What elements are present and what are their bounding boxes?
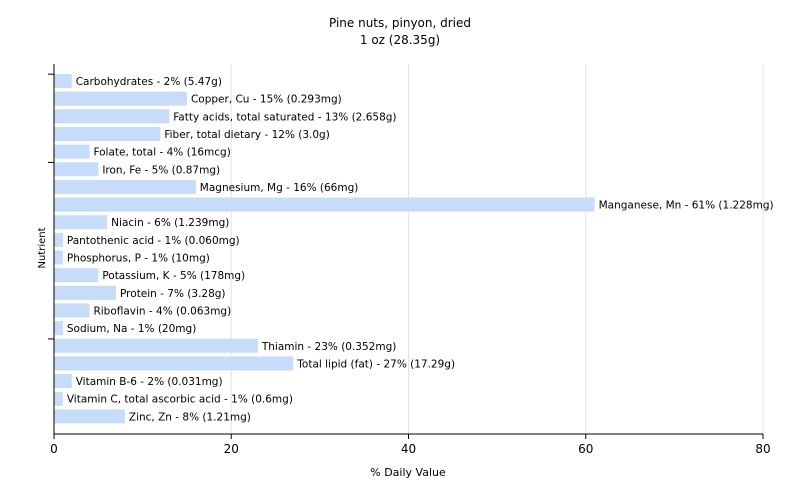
bar-labels: Carbohydrates - 2% (5.47g) Copper, Cu - 1… — [67, 76, 774, 423]
bar — [54, 179, 196, 194]
bar — [54, 109, 170, 124]
bar — [54, 321, 63, 336]
bar — [54, 232, 63, 247]
bar-label: Sodium, Na - 1% (20mg) — [67, 323, 196, 335]
bar — [54, 144, 90, 159]
bar-label: Iron, Fe - 5% (0.87mg) — [102, 164, 220, 176]
bar-label: Vitamin B-6 - 2% (0.031mg) — [76, 376, 223, 388]
bar — [54, 215, 108, 230]
bar-label: Copper, Cu - 15% (0.293mg) — [191, 94, 342, 106]
bar-label: Zinc, Zn - 8% (1.21mg) — [129, 411, 251, 423]
bar-label: Folate, total - 4% (16mcg) — [93, 147, 230, 159]
bar — [54, 285, 117, 300]
bar-label: Riboflavin - 4% (0.063mg) — [93, 305, 231, 317]
bar — [54, 409, 125, 424]
bar-label: Magnesium, Mg - 16% (66mg) — [200, 182, 359, 194]
x-ticks: 0 20 40 60 80 — [50, 434, 771, 456]
bar — [54, 374, 72, 389]
chart-title: Pine nuts, pinyon, dried — [329, 16, 471, 30]
chart-subtitle: 1 oz (28.35g) — [360, 33, 440, 47]
bar-label: Pantothenic acid - 1% (0.060mg) — [67, 235, 240, 247]
x-tick-label: 80 — [755, 442, 770, 456]
grid-lines — [230, 64, 764, 434]
bar — [54, 91, 187, 106]
bar — [54, 250, 63, 265]
bar — [54, 162, 99, 177]
bars — [54, 74, 595, 424]
bar-label: Thiamin - 23% (0.352mg) — [261, 341, 397, 353]
y-axis-label: Nutrient — [37, 227, 48, 268]
bar — [54, 74, 72, 88]
bar-label: Phosphorus, P - 1% (10mg) — [67, 253, 210, 265]
bar-label: Manganese, Mn - 61% (1.228mg) — [599, 200, 774, 212]
x-tick-label: 20 — [224, 442, 239, 456]
bar — [54, 338, 258, 353]
bar-label: Potassium, K - 5% (178mg) — [102, 270, 245, 282]
bar — [54, 356, 294, 371]
x-axis-label: % Daily Value — [370, 466, 446, 479]
bar-label: Protein - 7% (3.28g) — [120, 288, 226, 300]
x-tick-label: 60 — [578, 442, 593, 456]
bar — [54, 268, 99, 283]
bar — [54, 126, 161, 141]
bar-label: Fiber, total dietary - 12% (3.0g) — [164, 129, 329, 141]
bar-label: Fatty acids, total saturated - 13% (2.65… — [173, 111, 396, 123]
bar-label: Vitamin C, total ascorbic acid - 1% (0.6… — [67, 394, 293, 406]
x-tick-label: 0 — [50, 442, 58, 456]
bar — [54, 197, 595, 212]
bar — [54, 303, 90, 318]
x-tick-label: 40 — [401, 442, 416, 456]
bar-label: Niacin - 6% (1.239mg) — [111, 217, 229, 229]
bar-label: Carbohydrates - 2% (5.47g) — [76, 76, 222, 88]
bar-label: Total lipid (fat) - 27% (17.29g) — [296, 358, 455, 370]
bar — [54, 391, 63, 406]
